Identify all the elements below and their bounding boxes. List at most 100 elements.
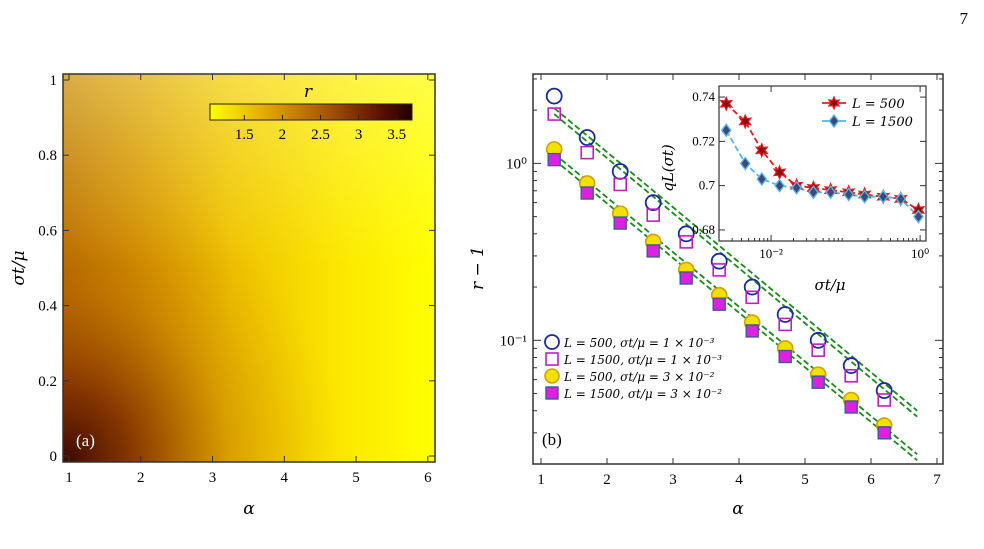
inset-point <box>808 185 819 200</box>
fit-line <box>553 113 918 418</box>
data-point <box>809 331 827 349</box>
data-point <box>580 145 595 160</box>
panel-a-ytick-label: 0 <box>50 449 58 465</box>
inset-ytick-label: 0.72 <box>692 133 715 148</box>
inset-point <box>739 156 751 171</box>
legend-marker <box>544 368 560 384</box>
data-point <box>778 349 792 364</box>
colorbar <box>209 103 413 121</box>
data-point <box>877 393 892 407</box>
panel-b-xtick-label: 5 <box>801 472 809 488</box>
panel-a-xtick-label: 1 <box>65 470 73 486</box>
data-point <box>578 129 596 146</box>
inset-legend-marker <box>827 95 841 111</box>
inset-point <box>774 178 785 193</box>
colorbar-tick-label: 3 <box>355 127 363 143</box>
inset-legend-label: L = 500 <box>851 97 905 112</box>
data-point <box>745 290 760 305</box>
panel-b-xtick-label: 7 <box>933 472 941 488</box>
panel-a-xtick-label: 5 <box>352 470 360 486</box>
panel-b-ticks: 1 2 3 4 5 6 7 10⁰ 10⁻¹ <box>500 74 943 488</box>
data-point <box>580 186 594 200</box>
inset-xtick-label: 10⁻² <box>759 246 783 261</box>
panel-a-ylabel: σt/μ <box>9 250 29 285</box>
data-point <box>811 375 825 389</box>
colorbar-tick-label: 2.5 <box>311 127 330 143</box>
inset-point <box>754 142 769 159</box>
inset-point <box>913 209 924 224</box>
inset-ytick-label: 0.68 <box>692 222 715 237</box>
data-point <box>877 426 891 440</box>
panel-a-xtick-label: 2 <box>137 470 145 486</box>
inset-legend-marker <box>828 113 840 129</box>
page-number: 7 <box>960 9 969 28</box>
panel-a-ytick-label: 0.2 <box>38 374 57 390</box>
panel-b-xtick-label: 6 <box>867 472 875 488</box>
panel-b-label: (b) <box>542 430 562 449</box>
inset-point <box>895 191 907 207</box>
inset-series <box>719 95 926 224</box>
panel-b-ylabel: r − 1 <box>468 246 488 290</box>
panel-a-ticks: 1 2 3 4 5 6 0 0.2 0.4 0.6 0.8 1 <box>38 73 435 486</box>
data-point <box>778 317 793 332</box>
inset-point <box>756 171 768 187</box>
heatmap-top-shading <box>63 74 435 462</box>
panel-a-ytick-label: 0.6 <box>38 223 57 239</box>
legend-marker <box>545 386 559 400</box>
inset-point <box>859 189 870 204</box>
inset-ylabel: qL(σt) <box>659 144 677 192</box>
data-point <box>547 152 561 167</box>
data-point <box>745 324 759 338</box>
inset-ytick-label: 0.7 <box>699 178 716 193</box>
data-point <box>646 244 660 258</box>
colorbar-tick-label: 2 <box>279 127 287 143</box>
data-point <box>712 297 726 311</box>
legend-marker <box>544 334 560 350</box>
data-point <box>679 271 693 285</box>
data-point <box>547 107 562 121</box>
inset-point <box>843 187 855 202</box>
colorbar-tick-label: 1.5 <box>235 127 254 143</box>
inset-point <box>719 95 734 112</box>
legend-label: L = 500, σt/μ = 1 × 10⁻³ <box>563 336 715 350</box>
inset-ticks: 10⁻² 10⁰ 0.74 0.72 0.7 0.68 <box>692 86 929 261</box>
legend-label: L = 500, σt/μ = 3 × 10⁻² <box>563 370 715 384</box>
inset-point <box>877 189 889 204</box>
data-point <box>710 252 728 270</box>
panel-b-legend: L = 500, σt/μ = 1 × 10⁻³ L = 1500, σt/μ =… <box>544 334 722 401</box>
panel-b-ytick-label: 10⁰ <box>506 156 527 172</box>
inset-legend-label: L = 1500 <box>851 115 913 130</box>
data-point <box>844 369 859 383</box>
data-point <box>679 235 694 249</box>
panel-a-frame <box>62 73 436 463</box>
panel-b-ytick-label: 10⁻¹ <box>500 333 527 349</box>
data-point <box>875 382 893 399</box>
inset-point <box>720 123 732 138</box>
data-point <box>646 208 661 222</box>
panel-b-xlabel: α <box>732 499 744 519</box>
legend-label: L = 1500, σt/μ = 3 × 10⁻² <box>563 387 722 401</box>
panel-b-xtick-label: 2 <box>603 472 611 488</box>
data-point <box>545 87 563 105</box>
panel-a-xtick-label: 6 <box>424 470 432 486</box>
inset-frame <box>718 85 927 242</box>
panel-a-heatmap: 1 2 3 4 5 6 0 0.2 0.4 0.6 0.8 1 r 1.5 2 2.5 3 3.5 (a) α… <box>9 73 436 519</box>
panel-b-points <box>545 87 893 440</box>
data-point <box>677 225 695 243</box>
fit-line <box>553 107 918 412</box>
data-point <box>811 343 826 357</box>
panel-a-ytick-label: 1 <box>50 73 58 89</box>
data-point <box>776 306 794 323</box>
inset-ytick-label: 0.74 <box>692 89 715 104</box>
data-point <box>844 400 858 414</box>
inset-point <box>791 180 802 196</box>
legend-marker <box>545 352 559 366</box>
inset-point <box>825 185 837 200</box>
inset-legend: L = 500 L = 1500 <box>822 95 913 130</box>
panel-a-ytick-label: 0.8 <box>38 148 57 164</box>
panel-b-xtick-label: 3 <box>669 472 677 488</box>
data-point <box>712 263 727 277</box>
inset-xlabel: σt/μ <box>814 276 845 294</box>
